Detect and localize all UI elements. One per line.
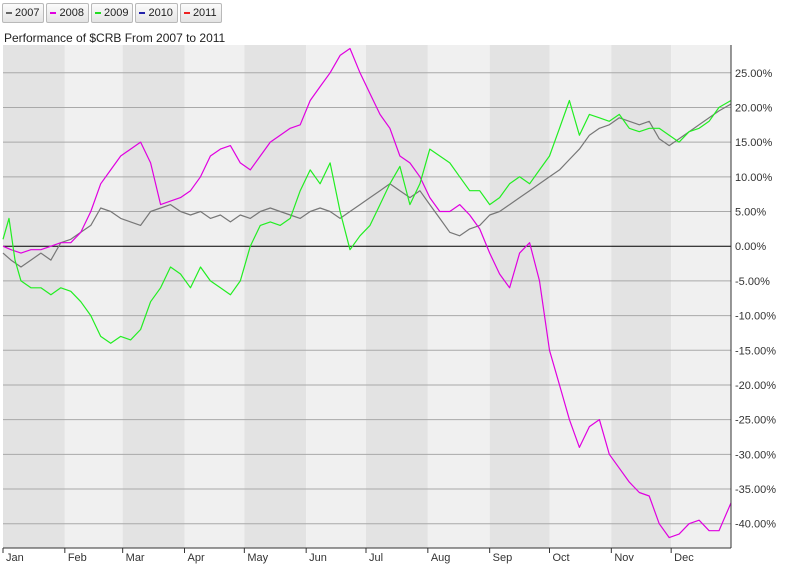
y-tick-label: -5.00% <box>735 276 770 288</box>
axes: 25.00% 20.00% 15.00% 10.00% 5.00% 0.00% -5.00%… <box>2 45 776 564</box>
legend-label: 2011 <box>192 7 217 19</box>
y-tick-label: 25.00% <box>735 68 773 80</box>
month-band <box>122 45 185 548</box>
legend-swatch <box>94 12 101 14</box>
x-tick-label-feb: Feb <box>68 552 87 564</box>
legend-toggle-2007[interactable]: 2007 <box>2 3 45 23</box>
month-band <box>427 45 490 548</box>
y-tick-label: 0.00% <box>735 241 766 253</box>
x-tick-label-oct: Oct <box>552 552 569 564</box>
y-tick-label: 20.00% <box>735 102 773 114</box>
x-tick-label-apr: Apr <box>188 552 205 564</box>
x-tick-label-jul: Jul <box>369 552 383 564</box>
y-tick-label: -20.00% <box>735 380 776 392</box>
legend-swatch <box>183 12 190 14</box>
x-tick-label-jan: Jan <box>6 552 24 564</box>
legend-toggle-2008[interactable]: 2008 <box>46 3 89 23</box>
month-bands <box>3 45 731 548</box>
legend-label: 2007 <box>15 7 40 19</box>
month-band <box>64 45 123 548</box>
x-tick-label-mar: Mar <box>126 552 145 564</box>
legend-toggle-2011[interactable]: 2011 <box>179 3 222 23</box>
legend-label: 2009 <box>103 7 129 19</box>
legend-label: 2008 <box>59 7 84 19</box>
month-band <box>3 45 65 548</box>
y-tick-label: 15.00% <box>735 137 773 149</box>
series-line-2007 <box>2 103 732 268</box>
legend-swatch <box>139 12 146 14</box>
y-tick-label: -40.00% <box>735 519 776 531</box>
month-band <box>549 45 612 548</box>
legend: 2007 2008 2009 2010 2011 <box>2 3 222 25</box>
legend-toggle-2010[interactable]: 2010 <box>135 3 178 23</box>
month-band <box>489 45 550 548</box>
month-band <box>611 45 672 548</box>
month-band <box>366 45 428 548</box>
legend-label: 2010 <box>148 7 173 19</box>
legend-toggle-2009[interactable]: 2009 <box>90 3 134 23</box>
x-tick-label-aug: Aug <box>431 552 451 564</box>
month-band <box>306 45 367 548</box>
chart-title: Performance of $CRB From 2007 to 2011 <box>4 31 226 45</box>
y-tick-label: -35.00% <box>735 484 776 496</box>
y-tick-label: 5.00% <box>735 207 766 219</box>
x-tick-label-dec: Dec <box>674 552 694 564</box>
y-tick-label: 10.00% <box>735 172 773 184</box>
legend-swatch <box>50 12 57 14</box>
month-band <box>244 45 307 548</box>
x-tick-label-may: May <box>247 552 268 564</box>
month-band <box>671 45 731 548</box>
series-layer <box>2 47 732 539</box>
legend-swatch <box>6 12 12 14</box>
series-line-2008 <box>2 47 732 539</box>
month-band <box>184 45 245 548</box>
series-line-2009 <box>2 99 732 344</box>
y-tick-label: -10.00% <box>735 311 776 323</box>
x-tick-label-jun: Jun <box>309 552 327 564</box>
x-tick-label-nov: Nov <box>614 552 634 564</box>
y-tick-label: -15.00% <box>735 345 776 357</box>
y-tick-label: -25.00% <box>735 415 776 427</box>
y-tick-label: -30.00% <box>735 449 776 461</box>
x-tick-label-sep: Sep <box>493 552 513 564</box>
